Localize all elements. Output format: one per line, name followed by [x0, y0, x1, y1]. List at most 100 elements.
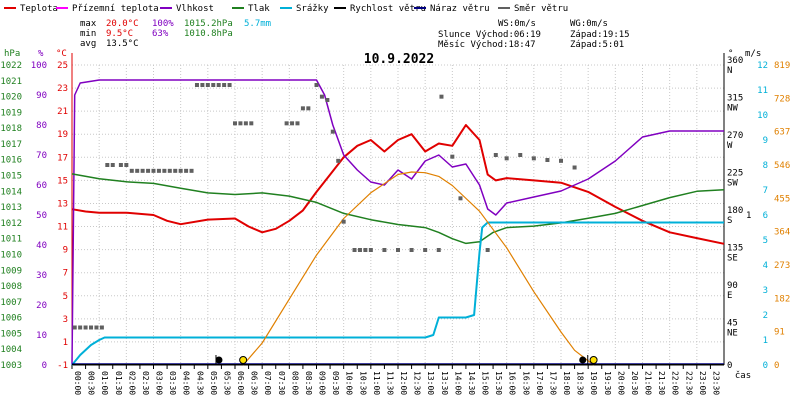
dir-point-0	[72, 325, 77, 330]
stat-2-0: avg	[80, 39, 96, 49]
tick-hpa-0: 1003	[0, 361, 22, 371]
dir-point-5	[99, 325, 104, 330]
legend-label-5: Rychlost větru	[350, 4, 426, 14]
tick-pct-4: 40	[36, 241, 47, 251]
tick-temp-11: 21	[57, 107, 68, 117]
dir-point-29	[233, 121, 237, 126]
tick-ms-0: 0	[763, 361, 768, 371]
x-tick-47: 23:30	[711, 371, 720, 395]
tick-rad-2: 182	[774, 294, 790, 304]
moonrise-marker	[215, 356, 223, 364]
unit-ms: m/s	[745, 49, 761, 59]
x-tick-10: 05:00	[209, 371, 218, 395]
tick-ms-10: 10	[757, 111, 768, 121]
dir-point-2	[83, 325, 88, 330]
tick-hpa-5: 1008	[0, 282, 22, 292]
tick-temp-6: 11	[57, 223, 68, 233]
dir-point-38	[314, 83, 319, 87]
x-tick-14: 07:00	[263, 371, 272, 395]
x-tick-8: 04:00	[182, 371, 191, 395]
x-tick-46: 23:00	[698, 371, 707, 395]
legend-label-7: Směr větru	[514, 4, 568, 14]
moonset-marker	[579, 356, 587, 364]
tick-hpa-12: 1015	[0, 172, 22, 182]
x-tick-24: 12:00	[399, 371, 408, 395]
rad-marker: 1	[746, 211, 751, 221]
tick-hpa-9: 1012	[0, 219, 22, 229]
dir-point-12	[140, 168, 145, 173]
dir-point-58	[504, 156, 509, 161]
dir-point-30	[238, 121, 243, 126]
dir-point-46	[363, 248, 368, 252]
tick-pct-3: 30	[36, 271, 47, 281]
stat-0-3: 1015.2hPa	[184, 19, 233, 29]
tick-temp-4: 7	[63, 269, 68, 279]
x-tick-45: 22:30	[684, 371, 693, 395]
dir-point-17	[167, 168, 172, 173]
x-tick-21: 10:30	[358, 371, 367, 395]
tick-temp-1: 1	[63, 338, 68, 348]
tick-dir-4: 180	[727, 206, 743, 216]
dir-point-59	[518, 153, 523, 157]
x-tick-15: 07:30	[277, 371, 286, 395]
x-tick-5: 02:30	[141, 371, 150, 395]
sunset-marker	[589, 356, 598, 364]
tick-dir-3: 135	[727, 244, 743, 254]
x-tick-38: 19:00	[589, 371, 598, 395]
tick-dir-1: 45	[727, 319, 738, 329]
x-tick-26: 13:00	[426, 371, 435, 395]
tick-hpa-10: 1013	[0, 203, 22, 213]
tick-ms-1: 1	[763, 336, 768, 346]
x-tick-36: 18:00	[562, 371, 571, 395]
x-tick-28: 14:00	[453, 371, 462, 395]
x-tick-7: 03:30	[168, 371, 177, 395]
dir-point-44	[352, 248, 357, 252]
tick-temp-12: 23	[57, 84, 68, 94]
dir-point-43	[341, 219, 346, 224]
legend: Teplota Přízemní teplota Vlhkost Tlak Srážky…	[4, 4, 568, 14]
x-tick-1: 00:30	[87, 371, 96, 395]
legend-label-2: Vlhkost	[176, 4, 214, 14]
stat-0-2: 100%	[152, 19, 174, 29]
tick-dir-0: 0	[727, 361, 732, 371]
x-tick-3: 01:30	[114, 371, 123, 395]
x-tick-0: 00:00	[73, 371, 82, 395]
tick-dir-2: 90	[727, 281, 738, 291]
tick-ms-5: 5	[763, 236, 768, 246]
dir-point-48	[382, 248, 387, 252]
x-tick-40: 20:00	[616, 371, 625, 395]
tick-dir-cardinal-1: NE	[727, 329, 738, 339]
dir-point-10	[129, 168, 134, 173]
dir-point-21	[189, 168, 194, 173]
tick-temp-7: 13	[57, 199, 68, 209]
tick-hpa-19: 1022	[0, 61, 22, 71]
x-tick-11: 05:30	[222, 371, 231, 395]
tick-hpa-4: 1007	[0, 298, 22, 308]
dir-point-56	[485, 248, 490, 252]
tick-dir-6: 270	[727, 131, 743, 141]
x-tick-20: 10:00	[345, 371, 354, 395]
tick-pct-9: 90	[36, 91, 47, 101]
x-tick-13: 06:30	[250, 371, 259, 395]
plot-area	[71, 79, 725, 366]
tick-rad-1: 91	[774, 328, 785, 338]
tick-pct-0: 0	[42, 361, 47, 371]
tick-dir-cardinal-6: W	[727, 141, 733, 151]
dir-point-23	[200, 83, 205, 87]
dir-point-25	[211, 83, 216, 87]
dir-point-19	[178, 168, 183, 173]
tick-hpa-15: 1018	[0, 124, 22, 134]
x-axis-label: čas	[735, 370, 751, 381]
tick-pct-6: 60	[36, 181, 47, 191]
tick-pct-2: 20	[36, 301, 47, 311]
x-tick-17: 08:30	[304, 371, 313, 395]
tick-ms-7: 7	[763, 186, 768, 196]
dir-point-50	[409, 248, 414, 252]
dir-point-15	[156, 168, 161, 173]
dir-point-35	[295, 121, 300, 126]
dir-point-60	[531, 156, 536, 161]
tick-pct-7: 70	[36, 151, 47, 161]
x-tick-41: 20:30	[630, 371, 639, 395]
tick-hpa-3: 1006	[0, 314, 22, 324]
